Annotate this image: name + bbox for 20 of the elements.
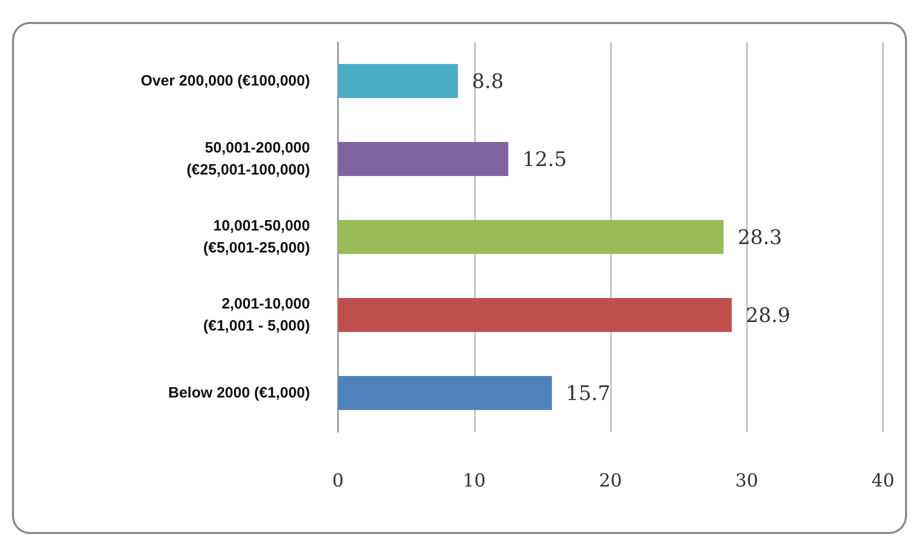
y-tick-label: 10,001-50,000 (€5,001-25,000) — [203, 218, 310, 256]
data-label: 8.8 — [472, 69, 504, 93]
bar — [338, 64, 458, 98]
data-label: 15.7 — [566, 381, 610, 405]
bar — [338, 376, 552, 410]
y-tick-label: Below 2000 (€1,000) — [168, 384, 310, 402]
bar — [338, 142, 508, 176]
y-tick-label: 2,001-10,000 (€1,001 - 5,000) — [203, 296, 310, 334]
data-label: 28.3 — [738, 225, 782, 249]
x-tick-label: 10 — [462, 470, 486, 492]
x-tick-label: 20 — [599, 470, 622, 492]
bar — [338, 220, 724, 254]
x-tick-label: 40 — [872, 470, 894, 492]
data-label: 12.5 — [522, 147, 567, 171]
x-tick-label: 30 — [735, 470, 758, 492]
y-tick-label: 50,001-200,000 (€25,001-100,000) — [186, 140, 310, 178]
bar — [338, 298, 732, 332]
y-tick-label: Over 200,000 (€100,000) — [140, 72, 310, 90]
data-label: 28.9 — [746, 303, 790, 327]
x-tick-label: 0 — [332, 470, 344, 492]
